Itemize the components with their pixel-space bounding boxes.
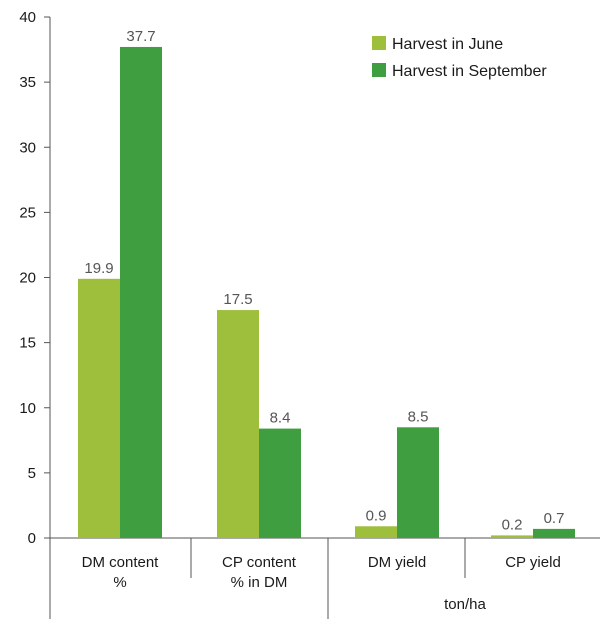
bar <box>217 310 259 538</box>
category-label-line: CP content <box>222 554 297 571</box>
data-label: 8.5 <box>408 408 429 425</box>
legend-swatch <box>372 63 386 77</box>
legend: Harvest in June Harvest in September <box>372 36 547 80</box>
y-tick-label: 30 <box>19 139 36 156</box>
data-label: 0.7 <box>544 510 565 527</box>
bar <box>397 427 439 538</box>
y-tick-label: 0 <box>28 530 36 547</box>
data-label: 17.5 <box>223 291 252 308</box>
data-label: 0.2 <box>502 516 523 533</box>
bar <box>259 428 301 538</box>
group-label: ton/ha <box>444 596 486 613</box>
category-labels: DM content % CP content % in DM DM yield CP y… <box>82 554 561 613</box>
category-label: DM content% <box>82 554 160 591</box>
y-tick-label: 10 <box>19 400 36 417</box>
legend-label: Harvest in June <box>392 36 503 53</box>
category-label: DM yield <box>368 554 426 571</box>
y-tick-label: 35 <box>19 74 36 91</box>
legend-swatch <box>372 36 386 50</box>
category-label-line: % <box>113 574 126 591</box>
category-label-line: % in DM <box>231 574 288 591</box>
category-label: CP content % in DM <box>222 554 297 591</box>
y-tick-label: 20 <box>19 270 36 287</box>
bar <box>355 526 397 538</box>
y-tick-label: 40 <box>19 9 36 26</box>
y-tick-label: 25 <box>19 204 36 221</box>
data-label: 19.9 <box>84 260 113 277</box>
legend-label: Harvest in September <box>392 63 547 80</box>
data-label: 8.4 <box>270 410 291 427</box>
y-tick-label: 5 <box>28 465 36 482</box>
category-label-line: DM yield <box>368 554 426 571</box>
category-label: CP yield <box>505 554 561 571</box>
data-label: 0.9 <box>366 507 387 524</box>
bar <box>491 535 533 538</box>
data-label: 37.7 <box>126 28 155 45</box>
category-label-line: CP yield <box>505 554 561 571</box>
y-tick-label: 15 <box>19 335 36 352</box>
bars <box>78 46 575 539</box>
bar <box>533 528 575 538</box>
category-label-line: DM content <box>82 554 160 571</box>
bar <box>120 46 162 539</box>
data-labels: 19.9 17.5 0.9 0.2 37.7 8.4 8.5 0.7 <box>84 28 564 533</box>
bar <box>78 278 120 538</box>
